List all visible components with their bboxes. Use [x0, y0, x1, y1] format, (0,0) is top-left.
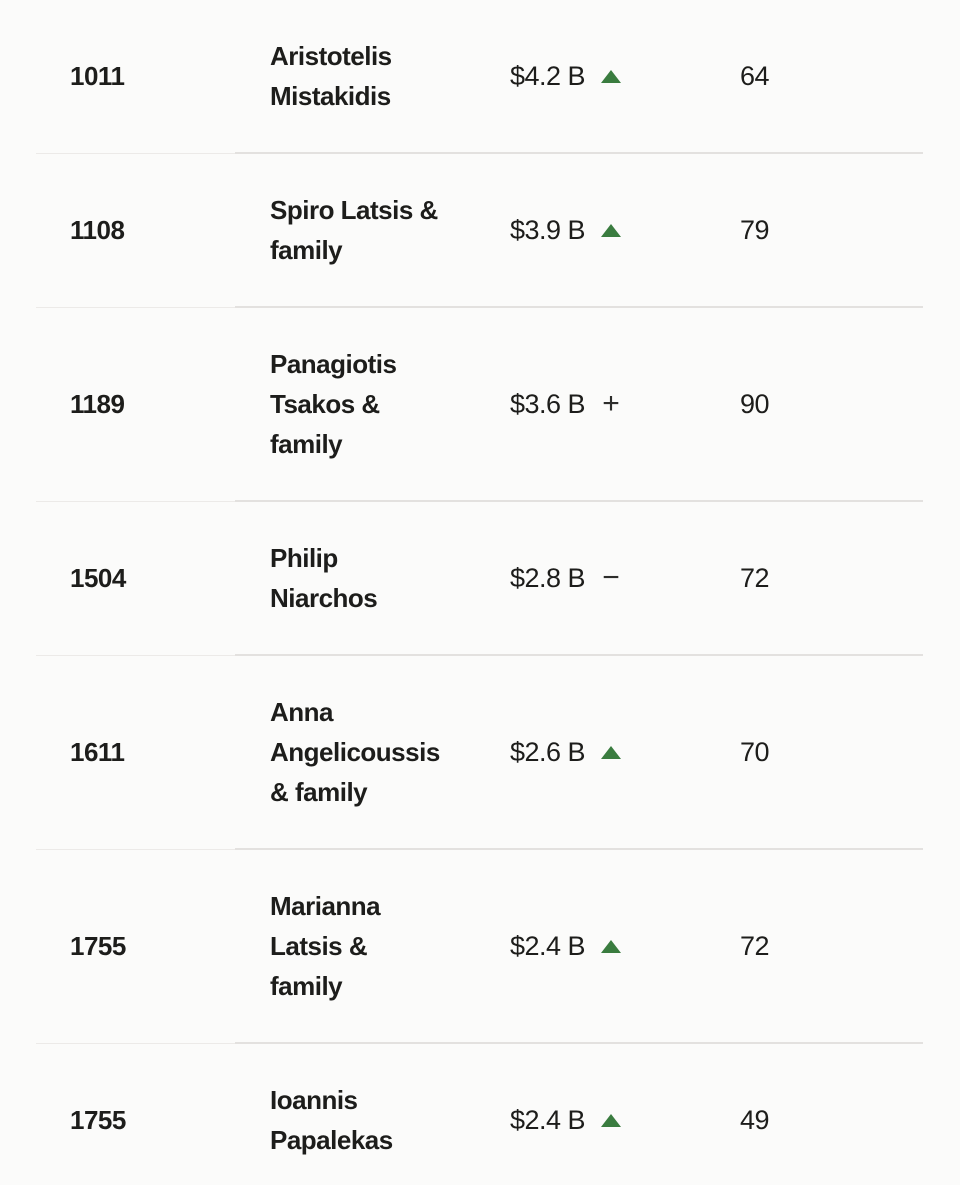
net-worth-value: $4.2 B: [510, 60, 586, 91]
table-row[interactable]: 1011 Aristotelis Mistakidis $4.2 B 64: [36, 0, 923, 154]
net-worth-cell: $2.6 B: [510, 737, 740, 768]
up-triangle-icon: [600, 745, 622, 759]
net-worth-cell: $3.6 B +: [510, 389, 740, 420]
minus-icon: −: [600, 563, 622, 593]
net-worth-cell: $2.4 B: [510, 1105, 740, 1136]
person-name-line: Panagiotis: [270, 349, 397, 379]
rank-value: 1755: [70, 1105, 126, 1135]
person-name[interactable]: Ioannis Papalekas: [270, 1080, 510, 1160]
rank-value: 1611: [70, 737, 125, 767]
person-name[interactable]: Anna Angelicoussis & family: [270, 692, 510, 812]
row-main-cell: Anna Angelicoussis & family $2.6 B 70: [235, 656, 923, 850]
rank-cell: 1011: [36, 0, 235, 154]
table-row[interactable]: 1611 Anna Angelicoussis & family $2.6 B 70: [36, 656, 923, 850]
net-worth-value: $2.8 B: [510, 562, 586, 593]
up-triangle-icon: [601, 69, 622, 83]
row-main-cell: Spiro Latsis & family $3.9 B 79: [235, 154, 923, 308]
row-main-cell: Panagiotis Tsakos & family $3.6 B + 90: [235, 308, 923, 502]
rank-value: 1189: [70, 389, 125, 419]
up-triangle-icon: [601, 1113, 622, 1127]
person-name-line: Aristotelis: [270, 41, 392, 71]
table-row[interactable]: 1189 Panagiotis Tsakos & family $3.6 B + 9…: [36, 308, 923, 502]
up-triangle-icon: [600, 223, 622, 237]
person-name-line: family: [270, 971, 343, 1001]
person-name-line: Mistakidis: [270, 81, 391, 111]
up-triangle-icon: [601, 223, 622, 237]
person-name-line: Angelicoussis: [270, 737, 440, 767]
table-row[interactable]: 1755 Ioannis Papalekas $2.4 B 49: [36, 1044, 923, 1185]
rank-cell: 1755: [36, 1044, 235, 1185]
net-worth-cell: $4.2 B: [510, 61, 740, 92]
age-value: 64: [740, 60, 770, 91]
age-value: 72: [740, 930, 770, 961]
age-value: 90: [740, 388, 770, 419]
plus-icon: +: [600, 389, 622, 419]
rank-cell: 1108: [36, 154, 235, 308]
age-value: 70: [740, 736, 770, 767]
row-main-cell: Ioannis Papalekas $2.4 B 49: [235, 1044, 923, 1185]
person-name[interactable]: Spiro Latsis & family: [270, 190, 510, 270]
rank-value: 1108: [70, 215, 125, 245]
rank-value: 1504: [70, 563, 126, 593]
person-name-line: family: [270, 235, 343, 265]
net-worth-value: $2.4 B: [510, 1104, 586, 1135]
age-value: 72: [740, 562, 770, 593]
plus-icon: +: [602, 387, 620, 420]
up-triangle-icon: [600, 939, 622, 953]
rank-cell: 1189: [36, 308, 235, 502]
person-name-line: Ioannis: [270, 1085, 358, 1115]
rank-cell: 1611: [36, 656, 235, 850]
person-name-line: Philip: [270, 543, 338, 573]
table-row[interactable]: 1504 Philip Niarchos $2.8 B − 72: [36, 502, 923, 656]
net-worth-value: $3.6 B: [510, 388, 586, 419]
up-triangle-icon: [600, 69, 622, 83]
table-row[interactable]: 1108 Spiro Latsis & family $3.9 B 79: [36, 154, 923, 308]
person-name-line: Tsakos &: [270, 389, 380, 419]
row-main-cell: Philip Niarchos $2.8 B − 72: [235, 502, 923, 656]
age-value: 49: [740, 1104, 770, 1135]
person-name[interactable]: Marianna Latsis & family: [270, 886, 510, 1006]
row-main-cell: Marianna Latsis & family $2.4 B 72: [235, 850, 923, 1044]
net-worth-cell: $3.9 B: [510, 215, 740, 246]
net-worth-value: $3.9 B: [510, 214, 586, 245]
net-worth-value: $2.4 B: [510, 930, 586, 961]
person-name-line: Spiro Latsis &: [270, 195, 438, 225]
person-name[interactable]: Aristotelis Mistakidis: [270, 36, 510, 116]
age-value: 79: [740, 214, 770, 245]
up-triangle-icon: [601, 939, 622, 953]
up-triangle-icon: [601, 745, 622, 759]
minus-icon: −: [602, 561, 620, 594]
person-name[interactable]: Philip Niarchos: [270, 538, 510, 618]
rank-cell: 1504: [36, 502, 235, 656]
rank-value: 1755: [70, 931, 126, 961]
person-name-line: Niarchos: [270, 583, 378, 613]
person-name-line: Papalekas: [270, 1125, 393, 1155]
net-worth-cell: $2.8 B −: [510, 563, 740, 594]
rank-cell: 1755: [36, 850, 235, 1044]
net-worth-cell: $2.4 B: [510, 931, 740, 962]
person-name-line: Anna: [270, 697, 334, 727]
person-name-line: & family: [270, 777, 368, 807]
person-name-line: Latsis &: [270, 931, 368, 961]
person-name-line: family: [270, 429, 343, 459]
row-main-cell: Aristotelis Mistakidis $4.2 B 64: [235, 0, 923, 154]
person-name-line: Marianna: [270, 891, 381, 921]
rank-value: 1011: [70, 61, 125, 91]
person-name[interactable]: Panagiotis Tsakos & family: [270, 344, 510, 464]
up-triangle-icon: [600, 1113, 622, 1127]
net-worth-value: $2.6 B: [510, 736, 586, 767]
table-row[interactable]: 1755 Marianna Latsis & family $2.4 B 72: [36, 850, 923, 1044]
